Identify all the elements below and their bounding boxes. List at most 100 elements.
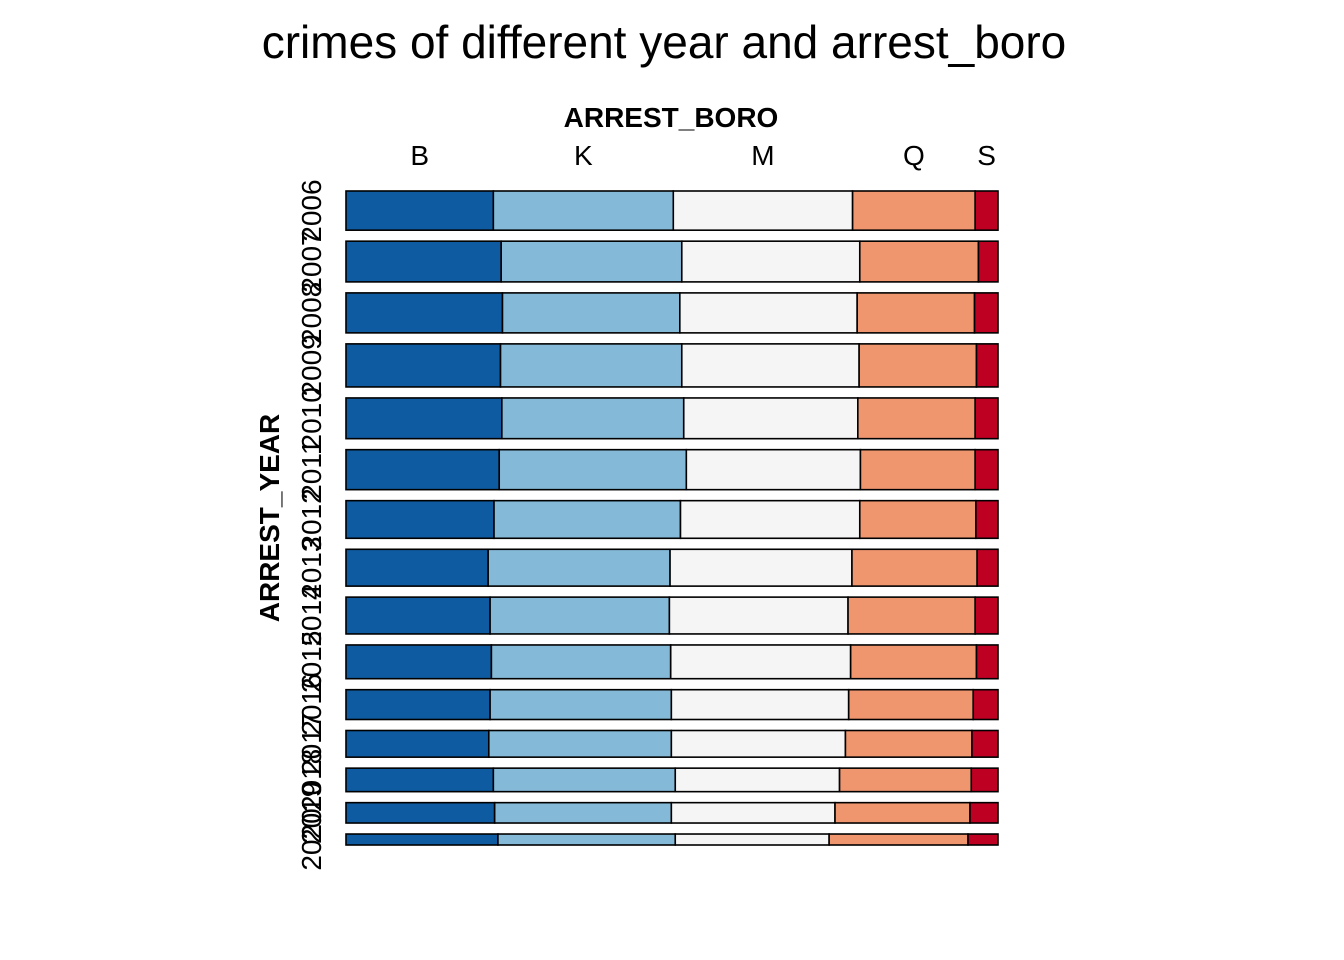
chart-title: crimes of different year and arrest_boro — [262, 16, 1067, 68]
mosaic-cell-2013-M — [669, 548, 853, 587]
mosaic-cell-2013-B — [345, 548, 489, 587]
mosaic-cell-2006-K — [492, 190, 675, 231]
row-label-2006: 2006 — [296, 179, 327, 241]
mosaic-cell-2011-Q — [859, 448, 976, 491]
row-label-2016: 2016 — [296, 673, 327, 735]
mosaic-cell-2006-B — [345, 190, 495, 231]
mosaic-cell-2019-M — [670, 801, 836, 824]
x-axis-title: ARREST_BORO — [564, 102, 779, 133]
row-label-2008: 2008 — [296, 282, 327, 344]
mosaic-cell-2012-B — [345, 499, 495, 540]
mosaic-cell-2017-S — [971, 729, 999, 758]
mosaic-cell-2015-B — [345, 644, 493, 680]
mosaic-cell-2013-K — [487, 548, 671, 587]
mosaic-cell-2016-K — [489, 688, 673, 721]
row-label-2013: 2013 — [296, 537, 327, 599]
mosaic-cell-2011-B — [345, 448, 501, 491]
mosaic-cell-2009-K — [499, 343, 683, 388]
mosaic-cell-2016-Q — [847, 688, 975, 721]
row-label-2014: 2014 — [296, 584, 327, 646]
mosaic-cell-2012-K — [493, 499, 682, 540]
mosaic-cell-2019-K — [493, 801, 673, 824]
row-label-2007: 2007 — [296, 230, 327, 292]
mosaic-cell-2010-Q — [857, 397, 976, 440]
mosaic-cell-2006-S — [974, 190, 999, 231]
mosaic-cell-2006-Q — [851, 190, 976, 231]
mosaic-cell-2017-M — [670, 729, 847, 758]
column-label-K: K — [574, 140, 593, 171]
mosaic-cell-2009-S — [975, 343, 999, 388]
mosaic-cell-2011-K — [498, 448, 688, 491]
row-label-2011: 2011 — [296, 440, 327, 500]
mosaic-cell-2014-M — [668, 596, 849, 635]
column-label-Q: Q — [903, 140, 925, 171]
mosaic-cell-2008-K — [501, 292, 681, 334]
row-label-2015: 2015 — [296, 631, 327, 693]
mosaic-cell-2018-S — [970, 767, 999, 793]
mosaic-cell-2008-M — [679, 292, 858, 334]
mosaic-cell-2010-B — [345, 397, 503, 440]
mosaic-cell-2015-S — [975, 644, 999, 680]
mosaic-cell-2016-S — [972, 688, 999, 721]
mosaic-cell-2020-S — [967, 833, 999, 846]
mosaic-cell-2011-S — [974, 448, 999, 491]
mosaic-cell-2007-K — [500, 240, 683, 283]
mosaic-cell-2007-S — [977, 240, 999, 283]
mosaic-cell-2016-M — [670, 688, 850, 721]
mosaic-cell-2008-B — [345, 292, 504, 334]
mosaic-cell-2009-B — [345, 343, 502, 388]
mosaic-cell-2019-B — [345, 801, 496, 824]
mosaic-cell-2014-B — [345, 596, 491, 635]
mosaic-cell-2008-S — [973, 292, 999, 334]
mosaic-cell-2011-M — [685, 448, 862, 491]
mosaic-cell-2020-M — [674, 833, 830, 846]
mosaic-cell-2014-Q — [847, 596, 976, 635]
mosaic-cell-2013-S — [976, 548, 999, 587]
mosaic-cell-2017-Q — [844, 729, 973, 758]
mosaic-cell-2015-M — [669, 644, 852, 680]
mosaic-cell-2012-M — [679, 499, 861, 540]
mosaic-cell-2012-Q — [858, 499, 977, 540]
mosaic-cell-2012-S — [975, 499, 999, 540]
mosaic-cell-2013-Q — [851, 548, 978, 587]
mosaic-cell-2008-Q — [856, 292, 976, 334]
mosaic-cell-2020-Q — [828, 833, 969, 846]
mosaic-cell-2019-S — [969, 801, 999, 824]
mosaic-cell-2018-B — [345, 767, 495, 793]
mosaic-cell-2018-Q — [838, 767, 973, 793]
mosaic-cell-2019-Q — [834, 801, 971, 824]
mosaic-cell-2007-B — [345, 240, 502, 283]
mosaic-cell-2009-M — [680, 343, 860, 388]
mosaic-cell-2007-Q — [858, 240, 980, 283]
mosaic-cell-2007-M — [680, 240, 861, 283]
column-label-M: M — [751, 140, 774, 171]
mosaic-cell-2010-M — [682, 397, 859, 440]
mosaic-cell-2014-K — [489, 596, 671, 635]
mosaic-cell-2017-B — [345, 729, 490, 758]
mosaic-cell-2010-S — [974, 397, 999, 440]
mosaic-cell-2020-B — [345, 833, 499, 846]
mosaic-cell-2015-K — [490, 644, 672, 680]
mosaic-cell-2010-K — [501, 397, 685, 440]
row-label-2020: 2020 — [296, 808, 327, 870]
row-label-2019: 2019 — [296, 782, 327, 844]
mosaic-cell-2016-B — [345, 688, 491, 721]
row-label-2010: 2010 — [296, 387, 327, 449]
mosaic-cells — [345, 190, 999, 846]
row-label-2009: 2009 — [296, 334, 327, 396]
mosaic-cell-2006-M — [672, 190, 854, 231]
mosaic-cell-2017-K — [487, 729, 673, 758]
column-label-S: S — [977, 140, 996, 171]
y-axis-title: ARREST_YEAR — [254, 414, 285, 622]
row-label-2012: 2012 — [296, 488, 327, 550]
row-label-2017: 2017 — [296, 713, 327, 775]
mosaic-cell-2018-M — [674, 767, 841, 793]
mosaic-cell-2020-K — [497, 833, 677, 846]
column-label-B: B — [410, 140, 429, 171]
row-label-2018: 2018 — [296, 749, 327, 811]
mosaic-cell-2014-S — [974, 596, 999, 635]
row-labels: 2006200720082009201020112012201320142015… — [296, 179, 327, 870]
mosaic-cell-2015-Q — [849, 644, 978, 680]
